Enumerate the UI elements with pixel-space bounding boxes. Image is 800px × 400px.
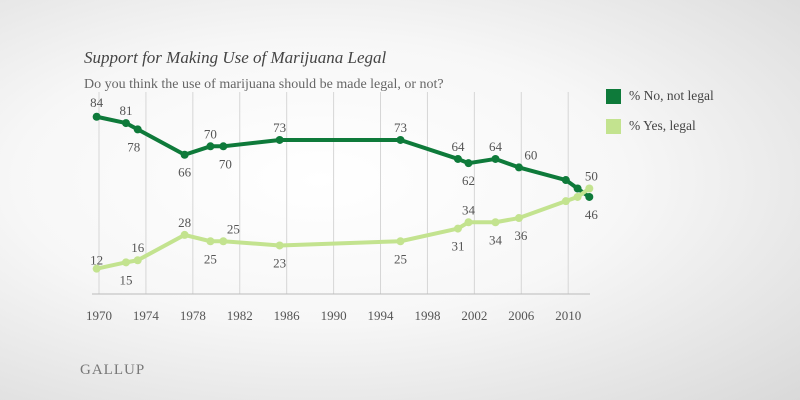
chart-title: Support for Making Use of Marijuana Lega… <box>84 48 387 67</box>
data-label: 34 <box>462 202 476 217</box>
data-point <box>275 241 284 250</box>
data-point <box>453 154 462 163</box>
data-label: 84 <box>90 95 104 110</box>
data-point <box>121 258 130 267</box>
legend-swatch-no <box>606 88 621 104</box>
legend-item-yes: % Yes, legal <box>606 118 696 134</box>
data-label: 34 <box>489 232 503 247</box>
legend-swatch-yes <box>606 118 621 134</box>
data-label: 36 <box>514 228 528 243</box>
data-label: 66 <box>178 165 192 180</box>
data-point <box>396 237 405 246</box>
x-tick-label: 2010 <box>555 308 581 323</box>
data-label: 25 <box>227 221 240 236</box>
x-tick-label: 1994 <box>368 308 395 323</box>
x-tick-label: 1978 <box>180 308 206 323</box>
data-point <box>206 142 215 151</box>
data-point <box>453 224 462 233</box>
data-point <box>92 112 101 121</box>
data-label: 81 <box>119 103 132 118</box>
x-tick-label: 2002 <box>461 308 487 323</box>
data-label: 64 <box>489 139 503 154</box>
data-label: 25 <box>394 251 407 266</box>
data-point <box>573 192 582 201</box>
data-point <box>92 264 101 273</box>
data-label: 73 <box>394 120 407 135</box>
data-label: 78 <box>127 139 140 154</box>
data-point <box>464 218 473 227</box>
data-point <box>206 237 215 246</box>
data-label: 46 <box>585 207 599 222</box>
data-point <box>396 135 405 144</box>
data-point <box>573 184 582 193</box>
data-label: 28 <box>178 215 191 230</box>
series-line-0 <box>96 114 591 199</box>
data-label: 12 <box>90 253 103 268</box>
x-tick-label: 1982 <box>227 308 253 323</box>
legend-label-yes: % Yes, legal <box>629 118 696 133</box>
data-point <box>219 142 228 151</box>
data-label: 70 <box>219 156 232 171</box>
x-tick-label: 1974 <box>133 308 160 323</box>
x-tick-label: 1986 <box>274 308 301 323</box>
data-label: 25 <box>204 251 217 266</box>
data-label: 70 <box>204 126 217 141</box>
data-label: 31 <box>451 239 464 254</box>
data-label: 62 <box>462 173 475 188</box>
data-label: 64 <box>451 139 465 154</box>
data-point <box>121 119 130 128</box>
x-tick-label: 2006 <box>508 308 535 323</box>
data-point <box>561 176 570 185</box>
data-point <box>585 192 594 201</box>
legend-label-no: % No, not legal <box>629 88 714 103</box>
data-point <box>514 214 523 223</box>
data-point <box>464 159 473 168</box>
data-point <box>514 163 523 172</box>
data-point <box>180 150 189 159</box>
data-point <box>561 197 570 206</box>
data-label: 73 <box>273 120 286 135</box>
data-point <box>133 125 142 134</box>
legend-item-no: % No, not legal <box>606 88 714 104</box>
chart-subtitle: Do you think the use of marijuana should… <box>84 77 444 92</box>
x-tick-label: 1990 <box>321 308 347 323</box>
x-tick-label: 1970 <box>86 308 112 323</box>
data-point <box>133 256 142 265</box>
data-label: 15 <box>119 272 132 287</box>
data-point <box>275 135 284 144</box>
x-tick-label: 1998 <box>414 308 440 323</box>
data-point <box>491 218 500 227</box>
data-label: 50 <box>585 169 598 184</box>
data-label: 60 <box>524 147 537 162</box>
gallup-logo: GALLUP <box>80 362 146 378</box>
data-point <box>180 230 189 239</box>
data-label: 23 <box>273 255 286 270</box>
data-point <box>219 237 228 246</box>
data-point <box>491 154 500 163</box>
data-point <box>585 184 594 193</box>
data-label: 16 <box>131 240 145 255</box>
